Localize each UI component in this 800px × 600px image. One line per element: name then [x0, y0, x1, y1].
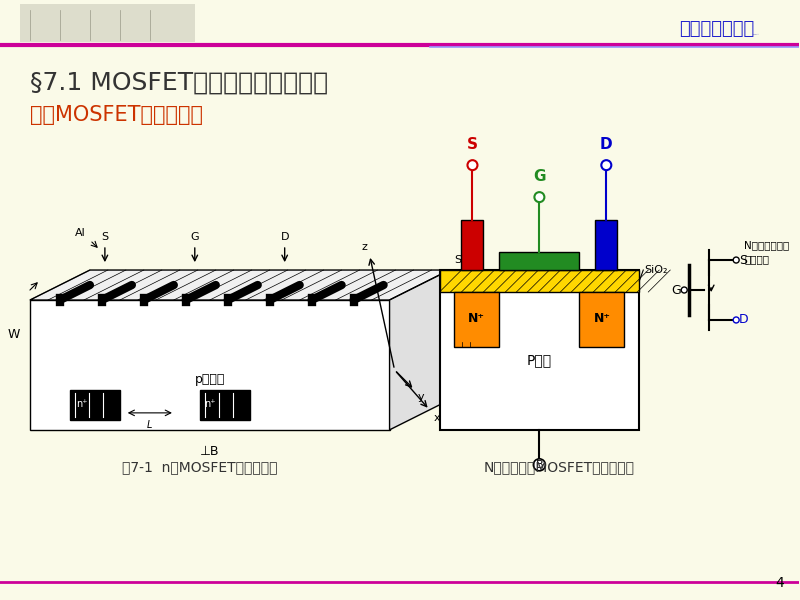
Circle shape	[733, 317, 739, 323]
Text: D: D	[739, 313, 749, 326]
Text: S: S	[102, 232, 109, 242]
Text: W: W	[8, 328, 20, 341]
Text: N沟道箭头向里
衬底断开: N沟道箭头向里 衬底断开	[744, 240, 790, 264]
Text: B: B	[535, 460, 543, 470]
Bar	[462, 220, 483, 270]
Text: L: L	[147, 420, 153, 430]
Text: P衬底: P衬底	[527, 353, 552, 367]
Circle shape	[602, 160, 611, 170]
Text: #2222AA: #2222AA	[753, 34, 759, 35]
Circle shape	[682, 287, 687, 293]
Text: x: x	[434, 413, 440, 423]
Text: S: S	[467, 137, 478, 152]
Text: SiO₂: SiO₂	[644, 265, 668, 275]
Bar	[439, 270, 639, 430]
Text: N⁺: N⁺	[594, 313, 611, 325]
Bar	[499, 252, 579, 270]
Circle shape	[733, 257, 739, 263]
Text: z: z	[362, 242, 367, 252]
Text: S: S	[739, 254, 747, 266]
Text: n⁺: n⁺	[76, 399, 88, 409]
Text: G: G	[533, 169, 546, 184]
Text: G: G	[671, 284, 682, 296]
Text: 哈尔滨工业大学: 哈尔滨工业大学	[679, 20, 754, 38]
Text: y: y	[418, 392, 424, 402]
Circle shape	[467, 160, 478, 170]
Bar	[454, 292, 499, 347]
Text: ⊥B: ⊥B	[200, 445, 219, 458]
Bar	[595, 220, 618, 270]
Bar	[579, 292, 624, 347]
Text: N沟道增强型MOSFET结构示意图: N沟道增强型MOSFET结构示意图	[484, 460, 635, 474]
Polygon shape	[30, 270, 450, 300]
Bar	[200, 390, 250, 420]
Polygon shape	[30, 300, 390, 430]
Circle shape	[534, 192, 544, 202]
Text: D: D	[600, 137, 613, 152]
Text: p－衬底: p－衬底	[194, 373, 225, 386]
Bar	[70, 390, 120, 420]
Circle shape	[534, 459, 546, 471]
Text: §7.1 MOSFET基本结构和工作原理: §7.1 MOSFET基本结构和工作原理	[30, 70, 328, 94]
Text: n⁺: n⁺	[204, 399, 215, 409]
Bar	[439, 270, 639, 292]
Text: SiO₂: SiO₂	[454, 255, 478, 265]
Text: 一、MOSFET的基本结构: 一、MOSFET的基本结构	[30, 105, 203, 125]
Text: Al: Al	[74, 228, 86, 238]
Text: N⁺: N⁺	[468, 313, 485, 325]
Text: G: G	[190, 232, 199, 242]
FancyBboxPatch shape	[20, 4, 194, 42]
Text: D: D	[281, 232, 289, 242]
Polygon shape	[390, 270, 450, 430]
Text: 图7-1  n沟MOSFET结构示意图: 图7-1 n沟MOSFET结构示意图	[122, 460, 278, 474]
Text: 4: 4	[775, 575, 784, 590]
